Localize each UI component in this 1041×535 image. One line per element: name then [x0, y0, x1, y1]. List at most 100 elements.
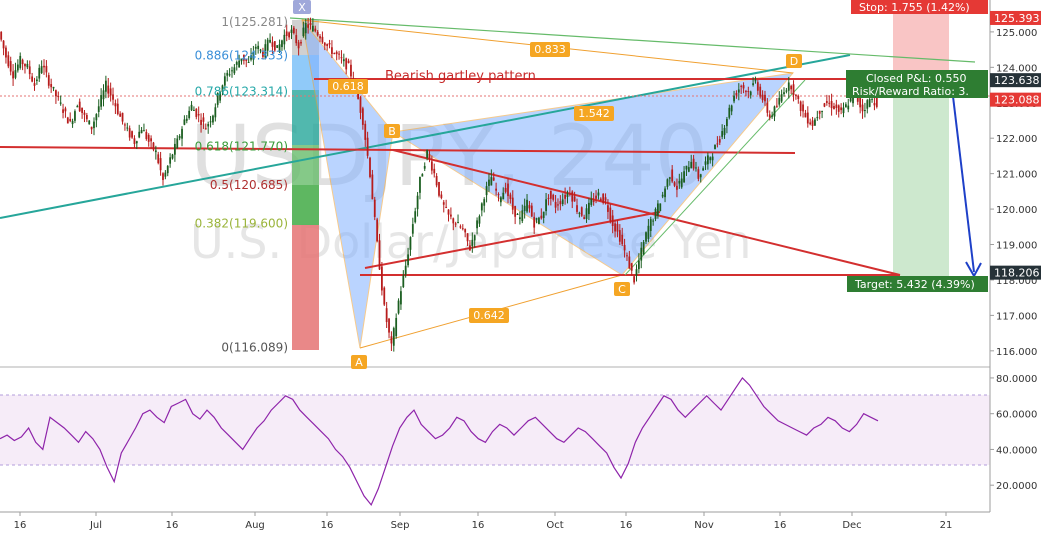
- candle-body: [369, 157, 371, 177]
- time-tick-label: 16: [14, 520, 27, 531]
- candle-body: [133, 138, 136, 144]
- candle-body: [618, 230, 621, 242]
- candle-body: [471, 239, 474, 246]
- candle-body: [119, 113, 122, 117]
- candle-body: [55, 90, 57, 97]
- candle-body: [873, 103, 876, 106]
- point-c[interactable]: C: [614, 282, 630, 296]
- candle-body: [583, 217, 586, 219]
- stop-label-text: Stop: 1.755 (1.42%): [859, 1, 970, 14]
- price-tick-label: 124.000: [996, 63, 1037, 74]
- candle-body: [185, 118, 188, 121]
- candle-body: [138, 131, 141, 138]
- candle-body: [844, 104, 847, 108]
- candle-body: [630, 263, 633, 271]
- price-tick-label: 116.000: [996, 347, 1037, 358]
- candle-body: [38, 67, 41, 79]
- ratio-ac[interactable]: 1.542: [574, 106, 614, 121]
- candle-body: [83, 112, 86, 115]
- candle-body: [390, 336, 393, 344]
- point-a[interactable]: A: [351, 355, 367, 369]
- candle-body: [69, 118, 72, 122]
- candle-body: [247, 62, 250, 64]
- candle-body: [316, 31, 319, 36]
- candle-body: [766, 102, 769, 113]
- candle-body: [535, 218, 538, 220]
- candle-body: [671, 169, 674, 182]
- candle-body: [126, 127, 129, 129]
- price-tick-label: 118.000: [996, 276, 1037, 287]
- candle-body: [326, 44, 329, 46]
- point-d[interactable]: D: [786, 54, 802, 68]
- candle-body: [45, 65, 48, 73]
- candle-body: [311, 25, 314, 32]
- point-x[interactable]: X: [293, 0, 311, 14]
- candle-body: [314, 28, 317, 32]
- candle-body: [335, 51, 338, 55]
- candle-body: [107, 85, 110, 94]
- candle-body: [647, 225, 650, 239]
- candle-body: [250, 55, 252, 60]
- candle-body: [823, 103, 826, 107]
- candle-body: [559, 201, 562, 205]
- candle-body: [342, 59, 345, 62]
- closed-pl-label[interactable]: Closed P&L: 0.550 Risk/Reward Ratio: 3.: [846, 70, 988, 98]
- stop-label[interactable]: Stop: 1.755 (1.42%): [851, 0, 988, 14]
- candle-body: [797, 95, 800, 100]
- candle-body: [257, 45, 260, 49]
- candle-body: [183, 119, 186, 125]
- candle-body: [706, 155, 709, 165]
- candle-body: [16, 64, 19, 71]
- target-label[interactable]: Target: 5.432 (4.39%): [847, 276, 988, 292]
- candle-body: [288, 32, 290, 38]
- candle-body: [859, 97, 862, 108]
- fib-level-label: 0.5(120.685): [210, 178, 288, 192]
- candle-body: [595, 195, 597, 199]
- candle-body: [449, 214, 452, 217]
- candle-body: [19, 55, 22, 68]
- candle-body: [852, 95, 854, 104]
- candle-body: [821, 111, 823, 113]
- candle-body: [40, 66, 43, 73]
- fib-level-label: 0.382(119.600): [195, 216, 288, 230]
- candle-body: [173, 143, 176, 155]
- candle-body: [404, 265, 407, 275]
- candle-body: [233, 67, 236, 74]
- price-axis-tags: 125.393 123.638 123.088 118.206: [990, 10, 1041, 280]
- candle-body: [292, 27, 295, 34]
- price-tick-label: 121.000: [996, 170, 1037, 181]
- candle-body: [276, 45, 279, 48]
- fib-level-label: 0.786(123.314): [195, 85, 288, 99]
- candle-body: [814, 119, 816, 126]
- candle-body: [768, 114, 771, 118]
- risk-reward-text: Risk/Reward Ratio: 3.: [852, 85, 969, 98]
- candle-body: [847, 105, 850, 110]
- candle-body: [621, 234, 624, 245]
- candle-body: [454, 223, 457, 225]
- candle-body: [597, 192, 600, 196]
- candle-body: [804, 112, 807, 118]
- candle-body: [585, 208, 588, 219]
- ratio-bc[interactable]: 0.642: [469, 308, 509, 323]
- projection-arrow: [951, 87, 975, 273]
- ratio-xa-b[interactable]: 0.618: [328, 79, 368, 94]
- candle-body: [864, 110, 866, 112]
- red-channel-lower: [364, 211, 661, 269]
- point-x-label: X: [298, 1, 306, 14]
- price-tag-label: 118.206: [994, 267, 1040, 280]
- candle-body: [380, 266, 383, 291]
- candle-body: [785, 90, 788, 92]
- ratio-xd[interactable]: 0.833: [530, 42, 570, 57]
- target-zone: [893, 74, 949, 279]
- time-axis[interactable]: [0, 512, 1041, 535]
- candle-body: [714, 144, 716, 150]
- candle-body: [576, 205, 578, 212]
- candle-body: [611, 215, 614, 226]
- candle-body: [204, 128, 207, 130]
- time-tick-label: 21: [940, 520, 953, 531]
- point-b[interactable]: B: [384, 124, 400, 138]
- candle-body: [76, 105, 79, 108]
- candle-body: [442, 202, 445, 205]
- candle-body: [723, 127, 726, 135]
